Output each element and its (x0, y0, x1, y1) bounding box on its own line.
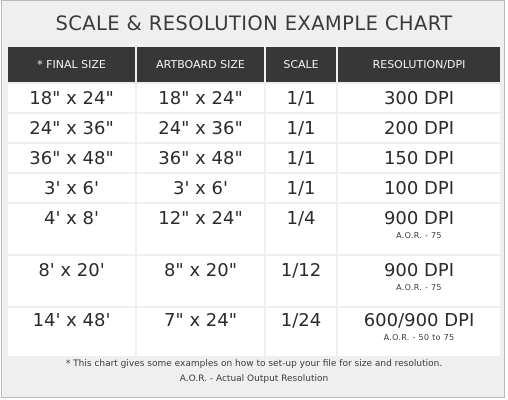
footnote: * This chart gives some examples on how … (65, 359, 443, 369)
column-header-resolution: RESOLUTION/DPI (338, 47, 500, 82)
final-size-cell: 3' x 6' (8, 174, 135, 202)
scale-cell: 1/1 (266, 174, 336, 202)
table-row: 36" x 48" 36" x 48" 1/1 150 DPI (8, 144, 500, 172)
table-row: 18" x 24" 18" x 24" 1/1 300 DPI (8, 84, 500, 112)
column-header-final-size: * FINAL SIZE (8, 47, 135, 82)
table-row: 24" x 36" 24" x 36" 1/1 200 DPI (8, 114, 500, 142)
column-header-scale: SCALE (266, 47, 336, 82)
resolution-cell: 600/900 DPI A.O.R. - 50 to 75 (338, 308, 500, 356)
artboard-size-cell: 12" x 24" (137, 204, 264, 254)
final-size-cell: 14' x 48' (8, 308, 135, 356)
aor-definition: A.O.R. - Actual Output Resolution (179, 374, 329, 384)
column-header-artboard-size: ARTBOARD SIZE (137, 47, 264, 82)
scale-resolution-table: * FINAL SIZE ARTBOARD SIZE SCALE RESOLUT… (6, 45, 502, 358)
final-size-cell: 8' x 20' (8, 256, 135, 306)
artboard-size-cell: 24" x 36" (137, 114, 264, 142)
scale-cell: 1/1 (266, 144, 336, 172)
resolution-cell: 900 DPI A.O.R. - 75 (338, 204, 500, 254)
artboard-size-cell: 8" x 20" (137, 256, 264, 306)
resolution-cell: 900 DPI A.O.R. - 75 (338, 256, 500, 306)
resolution-value: 900 DPI (383, 260, 455, 281)
table-row: 14' x 48' 7" x 24" 1/24 600/900 DPI A.O.… (8, 308, 500, 356)
artboard-size-cell: 18" x 24" (137, 84, 264, 112)
final-size-cell: 18" x 24" (8, 84, 135, 112)
aor-note: A.O.R. - 50 to 75 (383, 333, 455, 342)
aor-note: A.O.R. - 75 (396, 231, 442, 240)
scale-cell: 1/1 (266, 84, 336, 112)
resolution-value: 900 DPI (383, 208, 455, 229)
table-row: 8' x 20' 8" x 20" 1/12 900 DPI A.O.R. - … (8, 256, 500, 306)
final-size-cell: 24" x 36" (8, 114, 135, 142)
artboard-size-cell: 7" x 24" (137, 308, 264, 356)
aor-note: A.O.R. - 75 (396, 283, 442, 292)
scale-cell: 1/24 (266, 308, 336, 356)
table-row: 4' x 8' 12" x 24" 1/4 900 DPI A.O.R. - 7… (8, 204, 500, 254)
scale-cell: 1/1 (266, 114, 336, 142)
scale-cell: 1/12 (266, 256, 336, 306)
final-size-cell: 36" x 48" (8, 144, 135, 172)
artboard-size-cell: 3' x 6' (137, 174, 264, 202)
resolution-cell: 100 DPI (338, 174, 500, 202)
chart-title: SCALE & RESOLUTION EXAMPLE CHART (55, 12, 453, 35)
final-size-cell: 4' x 8' (8, 204, 135, 254)
artboard-size-cell: 36" x 48" (137, 144, 264, 172)
resolution-cell: 200 DPI (338, 114, 500, 142)
resolution-cell: 150 DPI (338, 144, 500, 172)
resolution-cell: 300 DPI (338, 84, 500, 112)
chart-footer: * This chart gives some examples on how … (2, 357, 506, 387)
table-row: 3' x 6' 3' x 6' 1/1 100 DPI (8, 174, 500, 202)
resolution-value: 600/900 DPI (363, 310, 475, 331)
header-row: * FINAL SIZE ARTBOARD SIZE SCALE RESOLUT… (8, 47, 500, 82)
scale-cell: 1/4 (266, 204, 336, 254)
